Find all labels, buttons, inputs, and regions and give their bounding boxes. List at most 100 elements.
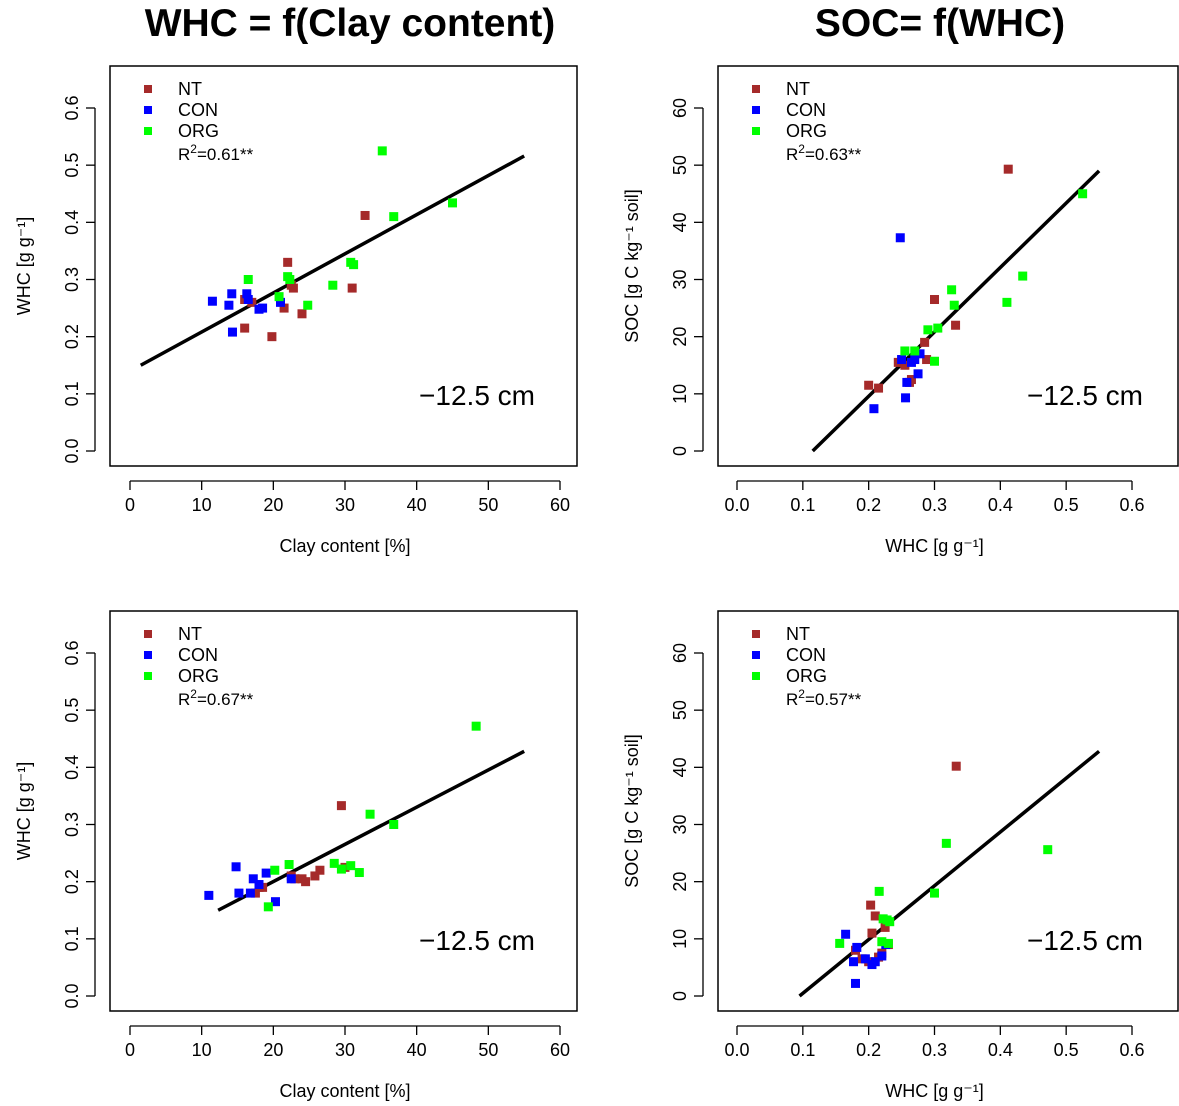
point-con bbox=[248, 874, 258, 884]
point-nt bbox=[951, 761, 961, 771]
x-tick-label: 60 bbox=[550, 495, 570, 515]
legend-label-nt: NT bbox=[178, 624, 202, 644]
regression-line bbox=[139, 154, 526, 367]
legend-label-nt: NT bbox=[786, 624, 810, 644]
point-org bbox=[377, 146, 387, 156]
x-tick-label: 0.1 bbox=[790, 495, 815, 515]
plot-frame bbox=[717, 65, 1179, 467]
x-tick-label: 10 bbox=[192, 495, 212, 515]
y-tick-label: 0.0 bbox=[62, 438, 82, 463]
point-con bbox=[913, 369, 923, 379]
point-org bbox=[354, 868, 364, 878]
point-org bbox=[877, 937, 887, 947]
legend-swatch-org bbox=[144, 127, 152, 135]
x-axis-label: Clay content [%] bbox=[279, 1081, 410, 1101]
point-con bbox=[897, 355, 907, 365]
x-tick-label: 0.2 bbox=[856, 1040, 881, 1060]
x-tick-label: 30 bbox=[335, 1040, 355, 1060]
x-tick-label: 0.3 bbox=[922, 495, 947, 515]
point-nt bbox=[347, 283, 357, 293]
y-tick-label: 30 bbox=[670, 269, 690, 289]
point-org bbox=[284, 860, 294, 870]
regression-line bbox=[811, 169, 1101, 453]
point-con bbox=[261, 868, 271, 878]
depth-annotation: −12.5 cm bbox=[1027, 380, 1143, 411]
legend-label-con: CON bbox=[786, 645, 826, 665]
y-tick-label: 0.3 bbox=[62, 812, 82, 837]
point-con bbox=[234, 888, 244, 898]
point-org bbox=[346, 861, 356, 871]
legend-label-nt: NT bbox=[786, 79, 810, 99]
point-con bbox=[849, 957, 859, 967]
point-con bbox=[910, 355, 920, 365]
point-con bbox=[902, 377, 912, 387]
panel-bottom-left: 0 10 20 30 40 50 60 Clay content [%] 0.0 0.1 0.2 0.… bbox=[14, 610, 578, 1101]
legend-label-org: ORG bbox=[178, 121, 219, 141]
point-org bbox=[885, 917, 895, 927]
y-tick-label: 0.1 bbox=[62, 381, 82, 406]
column-title-right: SOC= f(WHC) bbox=[814, 2, 1066, 45]
y-axis-label: WHC [g g⁻¹] bbox=[14, 762, 34, 861]
y-tick-label: 0 bbox=[670, 446, 690, 456]
point-nt bbox=[867, 928, 877, 938]
legend-swatch-org bbox=[144, 672, 152, 680]
x-axis-label: WHC [g g⁻¹] bbox=[885, 1081, 984, 1101]
y-tick-label: 0.0 bbox=[62, 983, 82, 1008]
point-org bbox=[389, 820, 399, 829]
panel-top-left: 0 10 20 30 40 50 60 Clay content [%] 0.0 0.1 0.2 0.… bbox=[14, 65, 578, 556]
point-nt bbox=[870, 911, 880, 921]
point-nt bbox=[315, 865, 325, 875]
point-nt bbox=[951, 320, 961, 330]
x-tick-label: 0.3 bbox=[922, 1040, 947, 1060]
point-con bbox=[870, 957, 880, 967]
point-nt bbox=[310, 871, 320, 881]
point-org bbox=[910, 346, 920, 356]
point-org bbox=[900, 346, 910, 356]
point-nt bbox=[360, 210, 370, 220]
point-nt bbox=[283, 257, 293, 267]
x-tick-label: 0.0 bbox=[724, 495, 749, 515]
point-org bbox=[941, 838, 951, 848]
point-org bbox=[329, 858, 339, 868]
x-tick-label: 0.6 bbox=[1119, 495, 1144, 515]
depth-annotation: −12.5 cm bbox=[1027, 925, 1143, 956]
point-con bbox=[204, 890, 214, 900]
point-nt bbox=[267, 332, 277, 342]
point-con bbox=[851, 978, 860, 988]
point-org bbox=[389, 212, 399, 222]
legend-swatch-con bbox=[144, 106, 152, 114]
point-nt bbox=[1003, 164, 1013, 174]
y-tick-label: 0.2 bbox=[62, 869, 82, 894]
x-tick-label: 0 bbox=[125, 1040, 135, 1060]
point-con bbox=[245, 888, 255, 898]
point-org bbox=[328, 280, 338, 290]
point-con bbox=[841, 929, 851, 939]
y-tick-label: 40 bbox=[670, 757, 690, 777]
y-tick-label: 10 bbox=[670, 384, 690, 404]
x-tick-label: 30 bbox=[335, 495, 355, 515]
y-tick-label: 0.5 bbox=[62, 153, 82, 178]
x-tick-label: 0 bbox=[125, 495, 135, 515]
point-con bbox=[869, 404, 879, 414]
point-con bbox=[227, 289, 237, 299]
x-tick-label: 60 bbox=[550, 1040, 570, 1060]
point-con bbox=[877, 951, 887, 961]
y-tick-label: 0.6 bbox=[62, 95, 82, 120]
legend-swatch-con bbox=[752, 106, 760, 114]
point-con bbox=[254, 880, 264, 890]
point-org bbox=[947, 285, 957, 295]
y-tick-label: 30 bbox=[670, 814, 690, 834]
x-tick-label: 0.2 bbox=[856, 495, 881, 515]
point-nt bbox=[240, 323, 250, 333]
point-org bbox=[930, 356, 939, 366]
legend-swatch-nt bbox=[752, 85, 760, 93]
y-tick-label: 0.4 bbox=[62, 755, 82, 780]
plot-frame bbox=[109, 65, 578, 467]
point-con bbox=[286, 874, 296, 884]
x-tick-label: 20 bbox=[263, 495, 283, 515]
y-axis-label: SOC [g C kg⁻¹ soil] bbox=[622, 734, 642, 888]
point-con bbox=[901, 393, 911, 403]
point-con bbox=[231, 862, 241, 872]
point-con bbox=[860, 954, 870, 964]
